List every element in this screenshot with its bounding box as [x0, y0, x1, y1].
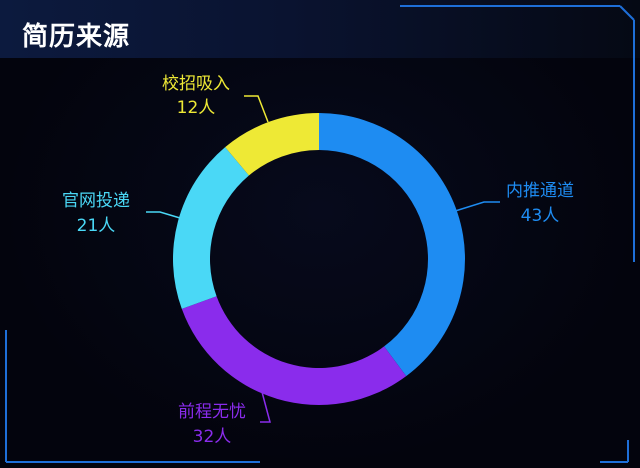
- slice-label-4: 校招吸入: [162, 74, 230, 94]
- slice-value-2: 32人: [193, 427, 232, 447]
- slice-value-4: 12人: [177, 98, 216, 118]
- slice-value-3: 21人: [77, 216, 116, 236]
- donut-slice-4[interactable]: [225, 113, 319, 176]
- panel-header: [0, 0, 640, 58]
- leader-line-1: [451, 201, 500, 213]
- leader-line-4: [244, 95, 269, 123]
- slice-label-2: 前程无忧: [178, 402, 246, 422]
- slice-label-3: 官网投递: [62, 191, 130, 211]
- donut-slice-1[interactable]: [319, 113, 466, 377]
- slice-label-1: 内推通道: [506, 181, 574, 201]
- frame-corner-tr: [619, 5, 635, 21]
- leader-line-2: [260, 391, 271, 423]
- slice-value-1: 43人: [521, 206, 560, 226]
- panel-title: 简历来源: [22, 22, 131, 52]
- leader-line-3: [146, 211, 181, 219]
- donut-slice-2[interactable]: [181, 296, 407, 405]
- donut-slice-3[interactable]: [172, 147, 249, 309]
